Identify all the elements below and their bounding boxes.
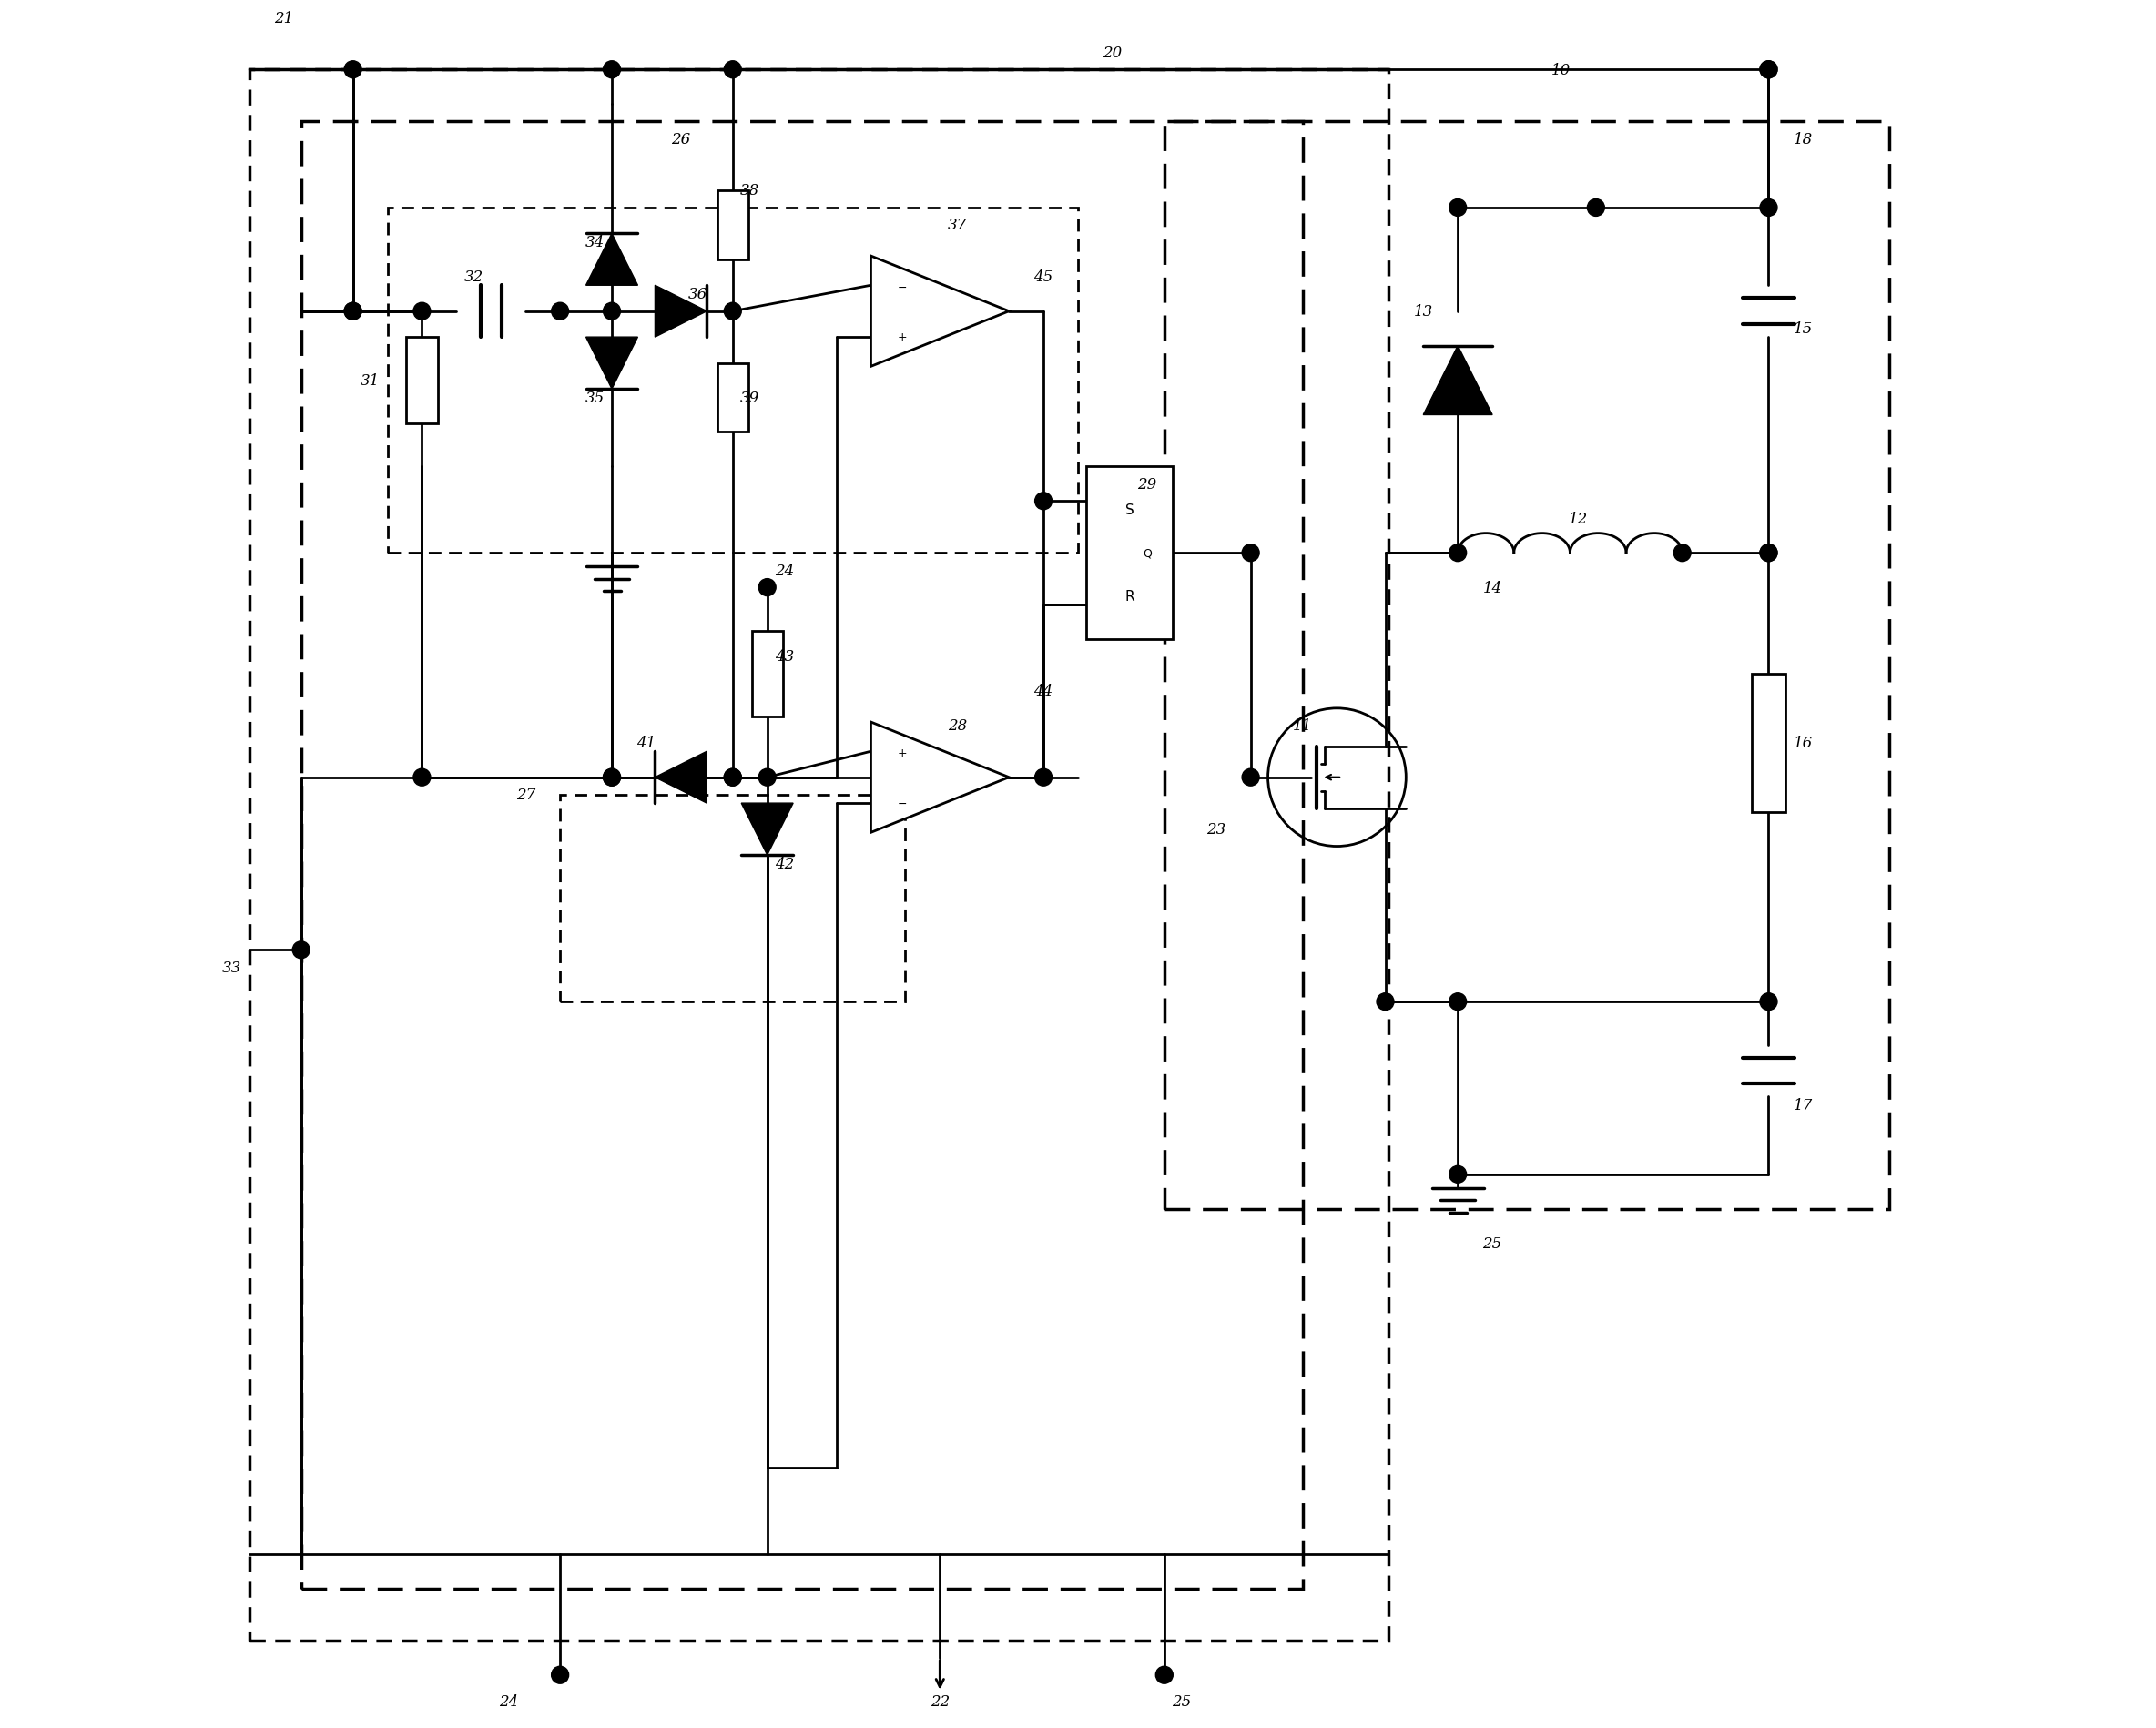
Text: 21: 21 [274, 10, 293, 26]
Circle shape [724, 769, 742, 786]
Circle shape [604, 62, 621, 79]
Text: 37: 37 [946, 218, 966, 233]
Text: 44: 44 [1033, 684, 1052, 700]
Circle shape [1587, 200, 1604, 218]
Polygon shape [586, 235, 638, 285]
Circle shape [345, 302, 362, 320]
Bar [718, 363, 748, 432]
Text: R: R [1125, 589, 1134, 603]
Text: 32: 32 [464, 270, 483, 285]
Circle shape [1035, 769, 1052, 786]
Text: 26: 26 [671, 131, 690, 147]
Text: $+$: $+$ [897, 330, 908, 342]
Circle shape [552, 1666, 569, 1683]
Text: 42: 42 [774, 857, 793, 871]
Circle shape [759, 769, 776, 786]
Circle shape [724, 302, 742, 320]
Circle shape [724, 769, 742, 786]
Text: 11: 11 [1294, 719, 1313, 734]
Circle shape [759, 579, 776, 596]
Text: 33: 33 [222, 959, 241, 975]
Circle shape [1759, 544, 1777, 562]
Bar [1087, 467, 1173, 639]
Circle shape [1378, 994, 1395, 1011]
Text: $-$: $-$ [897, 797, 908, 809]
Circle shape [1449, 200, 1466, 218]
Text: 15: 15 [1794, 321, 1813, 337]
Bar [561, 795, 906, 1002]
Bar [1164, 123, 1889, 1210]
Circle shape [1449, 994, 1466, 1011]
Text: 34: 34 [584, 235, 604, 251]
Circle shape [1759, 62, 1777, 79]
Text: $+$: $+$ [897, 746, 908, 759]
Bar [407, 337, 438, 423]
Circle shape [552, 302, 569, 320]
Circle shape [604, 302, 621, 320]
Circle shape [724, 62, 742, 79]
Circle shape [1759, 544, 1777, 562]
Text: 10: 10 [1552, 62, 1572, 78]
Circle shape [1449, 544, 1466, 562]
Text: 17: 17 [1794, 1097, 1813, 1113]
Text: S: S [1125, 503, 1134, 517]
Text: 31: 31 [360, 373, 379, 389]
Text: 24: 24 [498, 1693, 517, 1709]
Circle shape [1673, 544, 1690, 562]
Circle shape [293, 942, 310, 959]
Bar [388, 209, 1078, 553]
Polygon shape [1423, 346, 1492, 415]
Text: 27: 27 [515, 788, 535, 804]
Text: 39: 39 [740, 391, 759, 406]
Circle shape [1156, 1666, 1173, 1683]
Circle shape [1035, 492, 1052, 510]
Polygon shape [742, 804, 793, 855]
Circle shape [414, 302, 431, 320]
Circle shape [604, 769, 621, 786]
Bar [718, 192, 748, 261]
Text: 20: 20 [1104, 45, 1123, 60]
Text: 29: 29 [1138, 477, 1158, 492]
Circle shape [414, 769, 431, 786]
Circle shape [1242, 544, 1259, 562]
Text: 13: 13 [1414, 304, 1434, 320]
Text: 18: 18 [1794, 131, 1813, 147]
Text: 38: 38 [740, 183, 759, 199]
Polygon shape [655, 285, 707, 337]
Text: 41: 41 [636, 736, 655, 752]
Bar [250, 71, 1388, 1640]
Text: 28: 28 [946, 719, 966, 734]
Text: 14: 14 [1483, 581, 1503, 596]
Polygon shape [871, 257, 1009, 366]
Polygon shape [655, 752, 707, 804]
Circle shape [345, 62, 362, 79]
Circle shape [1759, 62, 1777, 79]
Text: 16: 16 [1794, 736, 1813, 752]
Bar [302, 123, 1302, 1588]
Text: 25: 25 [1173, 1693, 1192, 1709]
Text: 24: 24 [774, 563, 793, 579]
Text: 22: 22 [929, 1693, 949, 1709]
Text: 35: 35 [584, 391, 604, 406]
Circle shape [345, 302, 362, 320]
Bar [752, 631, 783, 717]
Text: 25: 25 [1483, 1236, 1503, 1251]
Circle shape [1242, 769, 1259, 786]
Polygon shape [871, 722, 1009, 833]
Polygon shape [586, 337, 638, 389]
Text: 12: 12 [1570, 511, 1589, 527]
Circle shape [1759, 994, 1777, 1011]
Text: 23: 23 [1207, 823, 1227, 838]
Circle shape [604, 769, 621, 786]
Bar [1751, 674, 1785, 812]
Circle shape [1759, 200, 1777, 218]
Text: $-$: $-$ [897, 282, 908, 294]
Text: 36: 36 [688, 287, 707, 302]
Circle shape [1449, 1166, 1466, 1184]
Text: Q: Q [1143, 548, 1151, 560]
Text: 43: 43 [774, 650, 793, 665]
Text: 45: 45 [1033, 270, 1052, 285]
